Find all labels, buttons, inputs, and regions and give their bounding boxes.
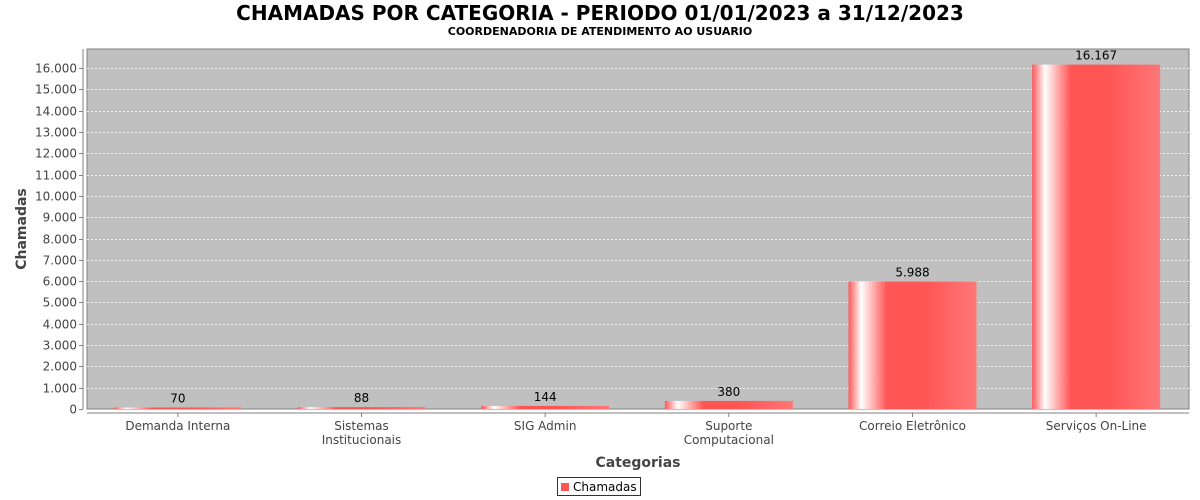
y-tick-label: 11.000 bbox=[35, 169, 77, 183]
y-tick-label: 5.000 bbox=[43, 296, 77, 310]
y-tick-label: 4.000 bbox=[43, 318, 77, 332]
bar bbox=[113, 407, 242, 409]
y-tick-label: 7.000 bbox=[43, 254, 77, 268]
y-tick-label: 0 bbox=[69, 403, 77, 417]
y-tick-label: 3.000 bbox=[43, 339, 77, 353]
chart-title: CHAMADAS POR CATEGORIA - PERIODO 01/01/2… bbox=[236, 1, 964, 25]
y-tick-label: 2.000 bbox=[43, 360, 77, 374]
plot-area bbox=[86, 48, 1190, 410]
bar-value-label: 70 bbox=[170, 392, 185, 406]
bar-value-label: 5.988 bbox=[895, 265, 929, 279]
y-tick-label: 15.000 bbox=[35, 83, 77, 97]
legend: Chamadas bbox=[557, 477, 641, 496]
bars bbox=[113, 64, 1161, 410]
bar-value-label: 380 bbox=[717, 385, 740, 399]
y-axis-title: Chamadas bbox=[14, 188, 30, 270]
y-tick-label: 9.000 bbox=[43, 211, 77, 225]
y-tick-label: 6.000 bbox=[43, 275, 77, 289]
x-tick-label: SIG Admin bbox=[514, 419, 577, 433]
y-tick-label: 16.000 bbox=[35, 62, 77, 76]
bar bbox=[297, 407, 426, 409]
bar-value-label: 16.167 bbox=[1075, 49, 1117, 63]
y-tick-label: 10.000 bbox=[35, 190, 77, 204]
bar-value-label: 88 bbox=[354, 391, 369, 405]
bar-value-label: 144 bbox=[534, 390, 557, 404]
x-tick-label: Demanda Interna bbox=[125, 419, 230, 433]
y-tick-label: 13.000 bbox=[35, 126, 77, 140]
bar bbox=[481, 405, 610, 409]
y-tick-label: 8.000 bbox=[43, 233, 77, 247]
bar bbox=[664, 400, 793, 409]
bar-value-labels: 70 88 144 380 5.988 16.167 bbox=[170, 49, 1117, 406]
bar bbox=[1032, 64, 1161, 410]
y-tick-label: 1.000 bbox=[43, 382, 77, 396]
y-tick-label: 14.000 bbox=[35, 105, 77, 119]
bar bbox=[848, 281, 977, 409]
x-tick-label: Sistemas bbox=[334, 419, 389, 433]
y-tick-label: 12.000 bbox=[35, 147, 77, 161]
x-axis-title: Categorias bbox=[595, 455, 680, 471]
chart-subtitle: COORDENADORIA DE ATENDIMENTO AO USUARIO bbox=[447, 25, 753, 38]
x-tick-label: Institucionais bbox=[322, 433, 402, 447]
x-tick-label: Suporte bbox=[705, 419, 752, 433]
x-tick-label: Serviços On-Line bbox=[1046, 419, 1147, 433]
x-tick-label: Computacional bbox=[684, 433, 774, 447]
y-axis: 0 1.000 2.000 3.000 4.000 5.000 6.000 7.000 8.00… bbox=[35, 49, 84, 417]
legend-label: Chamadas bbox=[573, 479, 637, 494]
x-tick-label: Correio Eletrônico bbox=[859, 419, 966, 433]
legend-swatch bbox=[561, 482, 569, 491]
